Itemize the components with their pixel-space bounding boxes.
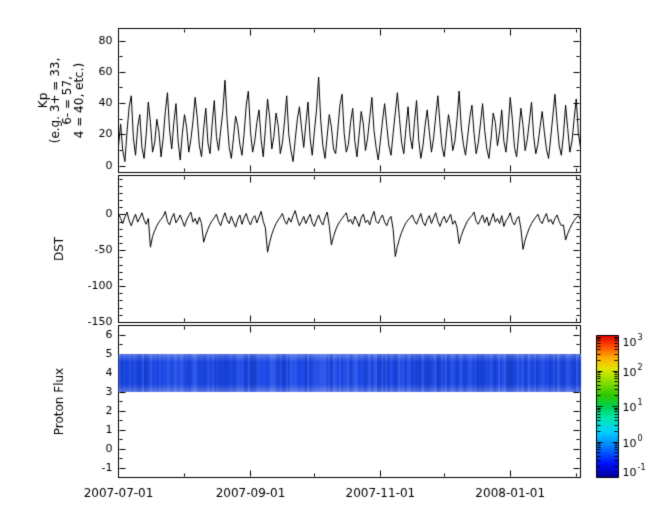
space-weather-figure [0, 0, 665, 523]
kp-dst-protonflux-chart-canvas [0, 0, 665, 523]
